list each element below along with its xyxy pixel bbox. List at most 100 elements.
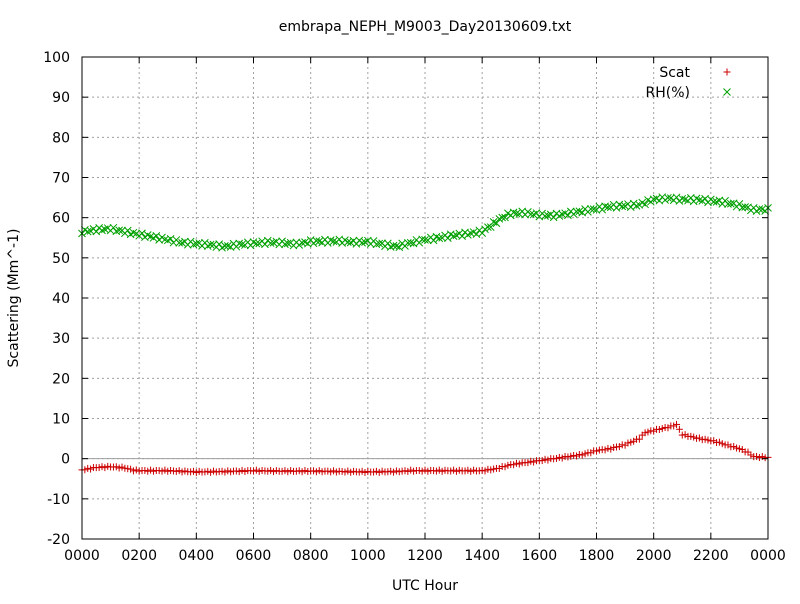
data-point [524,459,532,467]
data-point [504,461,512,469]
data-point [555,453,563,461]
data-point [589,205,598,214]
y-tick-label: 10 [52,412,70,428]
data-point [644,428,652,436]
data-point [115,226,124,235]
data-point [627,438,635,446]
data-point [272,467,280,475]
data-point [375,239,384,248]
data-point [232,467,240,475]
data-point [690,433,698,441]
legend-label-scat: Scat [659,65,690,81]
data-point [329,237,338,246]
data-point [283,239,292,248]
data-point [281,240,289,249]
data-point [429,236,438,245]
data-point [424,467,432,475]
data-point [410,467,418,475]
y-tick-label: 30 [52,331,70,347]
data-point [641,429,649,437]
data-point [515,460,523,468]
data-point [287,467,295,475]
data-point [564,453,572,461]
x-tick-label: 2000 [636,548,672,564]
data-point [301,467,309,475]
x-axis-label: UTC Hour [392,578,458,594]
data-point [655,426,663,434]
data-point [593,447,600,455]
data-point [695,434,703,442]
data-point [358,238,366,247]
data-point [541,212,549,220]
data-point [607,445,615,453]
x-tick-label: 1600 [522,548,558,564]
x-tick-label: 0800 [293,548,329,564]
data-point [383,239,392,248]
data-point [101,464,109,472]
data-point [730,443,738,451]
data-point [701,435,709,443]
data-point [512,209,521,218]
data-point [575,450,583,458]
data-point [733,444,741,452]
series-scat [78,420,772,477]
x-tick-label: 1800 [579,548,615,564]
data-point [687,432,695,440]
data-point [401,467,409,475]
x-tick-labels: 0000 0200 0400 0600 0800 1000 1200 1400 1600 1800… [64,548,786,564]
data-point [544,456,552,464]
data-point [549,213,558,222]
data-point [490,465,498,473]
data-point [704,436,712,444]
x-tick-label: 1200 [407,548,443,564]
data-point [558,454,566,462]
data-point [715,438,723,446]
legend-label-rh: RH(%) [646,85,690,101]
tick-marks [81,56,769,540]
data-point [318,468,326,476]
x-tick-label: 0000 [64,548,100,564]
data-point [343,238,352,246]
data-point [395,243,404,252]
y-axis-label: Scattering (Mm^-1) [6,229,22,368]
data-point [624,439,632,447]
data-point [670,422,678,430]
data-point [675,425,683,433]
y-tick-label: 70 [52,171,70,187]
legend: Scat RH(%) [646,65,731,101]
data-point [747,451,755,459]
data-point [83,227,92,236]
data-point [664,424,672,432]
data-point [123,226,132,235]
series-rh [78,193,772,252]
data-point [227,468,235,476]
data-point [332,468,340,476]
data-point [710,437,718,445]
y-tick-label: 0 [61,452,70,468]
data-point [604,444,612,452]
y-tick-label: 50 [52,251,70,267]
plot-points [78,193,772,477]
data-point [312,236,321,245]
y-tick-labels: -20 -10 0 10 20 30 40 50 60 70 80 90 100 [43,50,70,548]
data-point [618,202,627,211]
data-point [487,466,495,474]
data-point [578,451,586,459]
x-tick-label: 0000 [750,548,786,564]
legend-marker-symbol [723,68,731,76]
data-point [206,240,215,249]
data-point [650,427,658,435]
y-tick-label: 100 [43,50,70,66]
data-point [695,196,704,204]
data-point [252,239,261,248]
data-point [389,241,398,250]
y-tick-label: 90 [52,90,70,106]
data-point [266,239,275,247]
x-tick-label: 1400 [464,548,500,564]
x-tick-label: 0200 [121,548,157,564]
data-point [435,234,444,243]
data-point [470,466,478,474]
data-point [138,229,146,238]
